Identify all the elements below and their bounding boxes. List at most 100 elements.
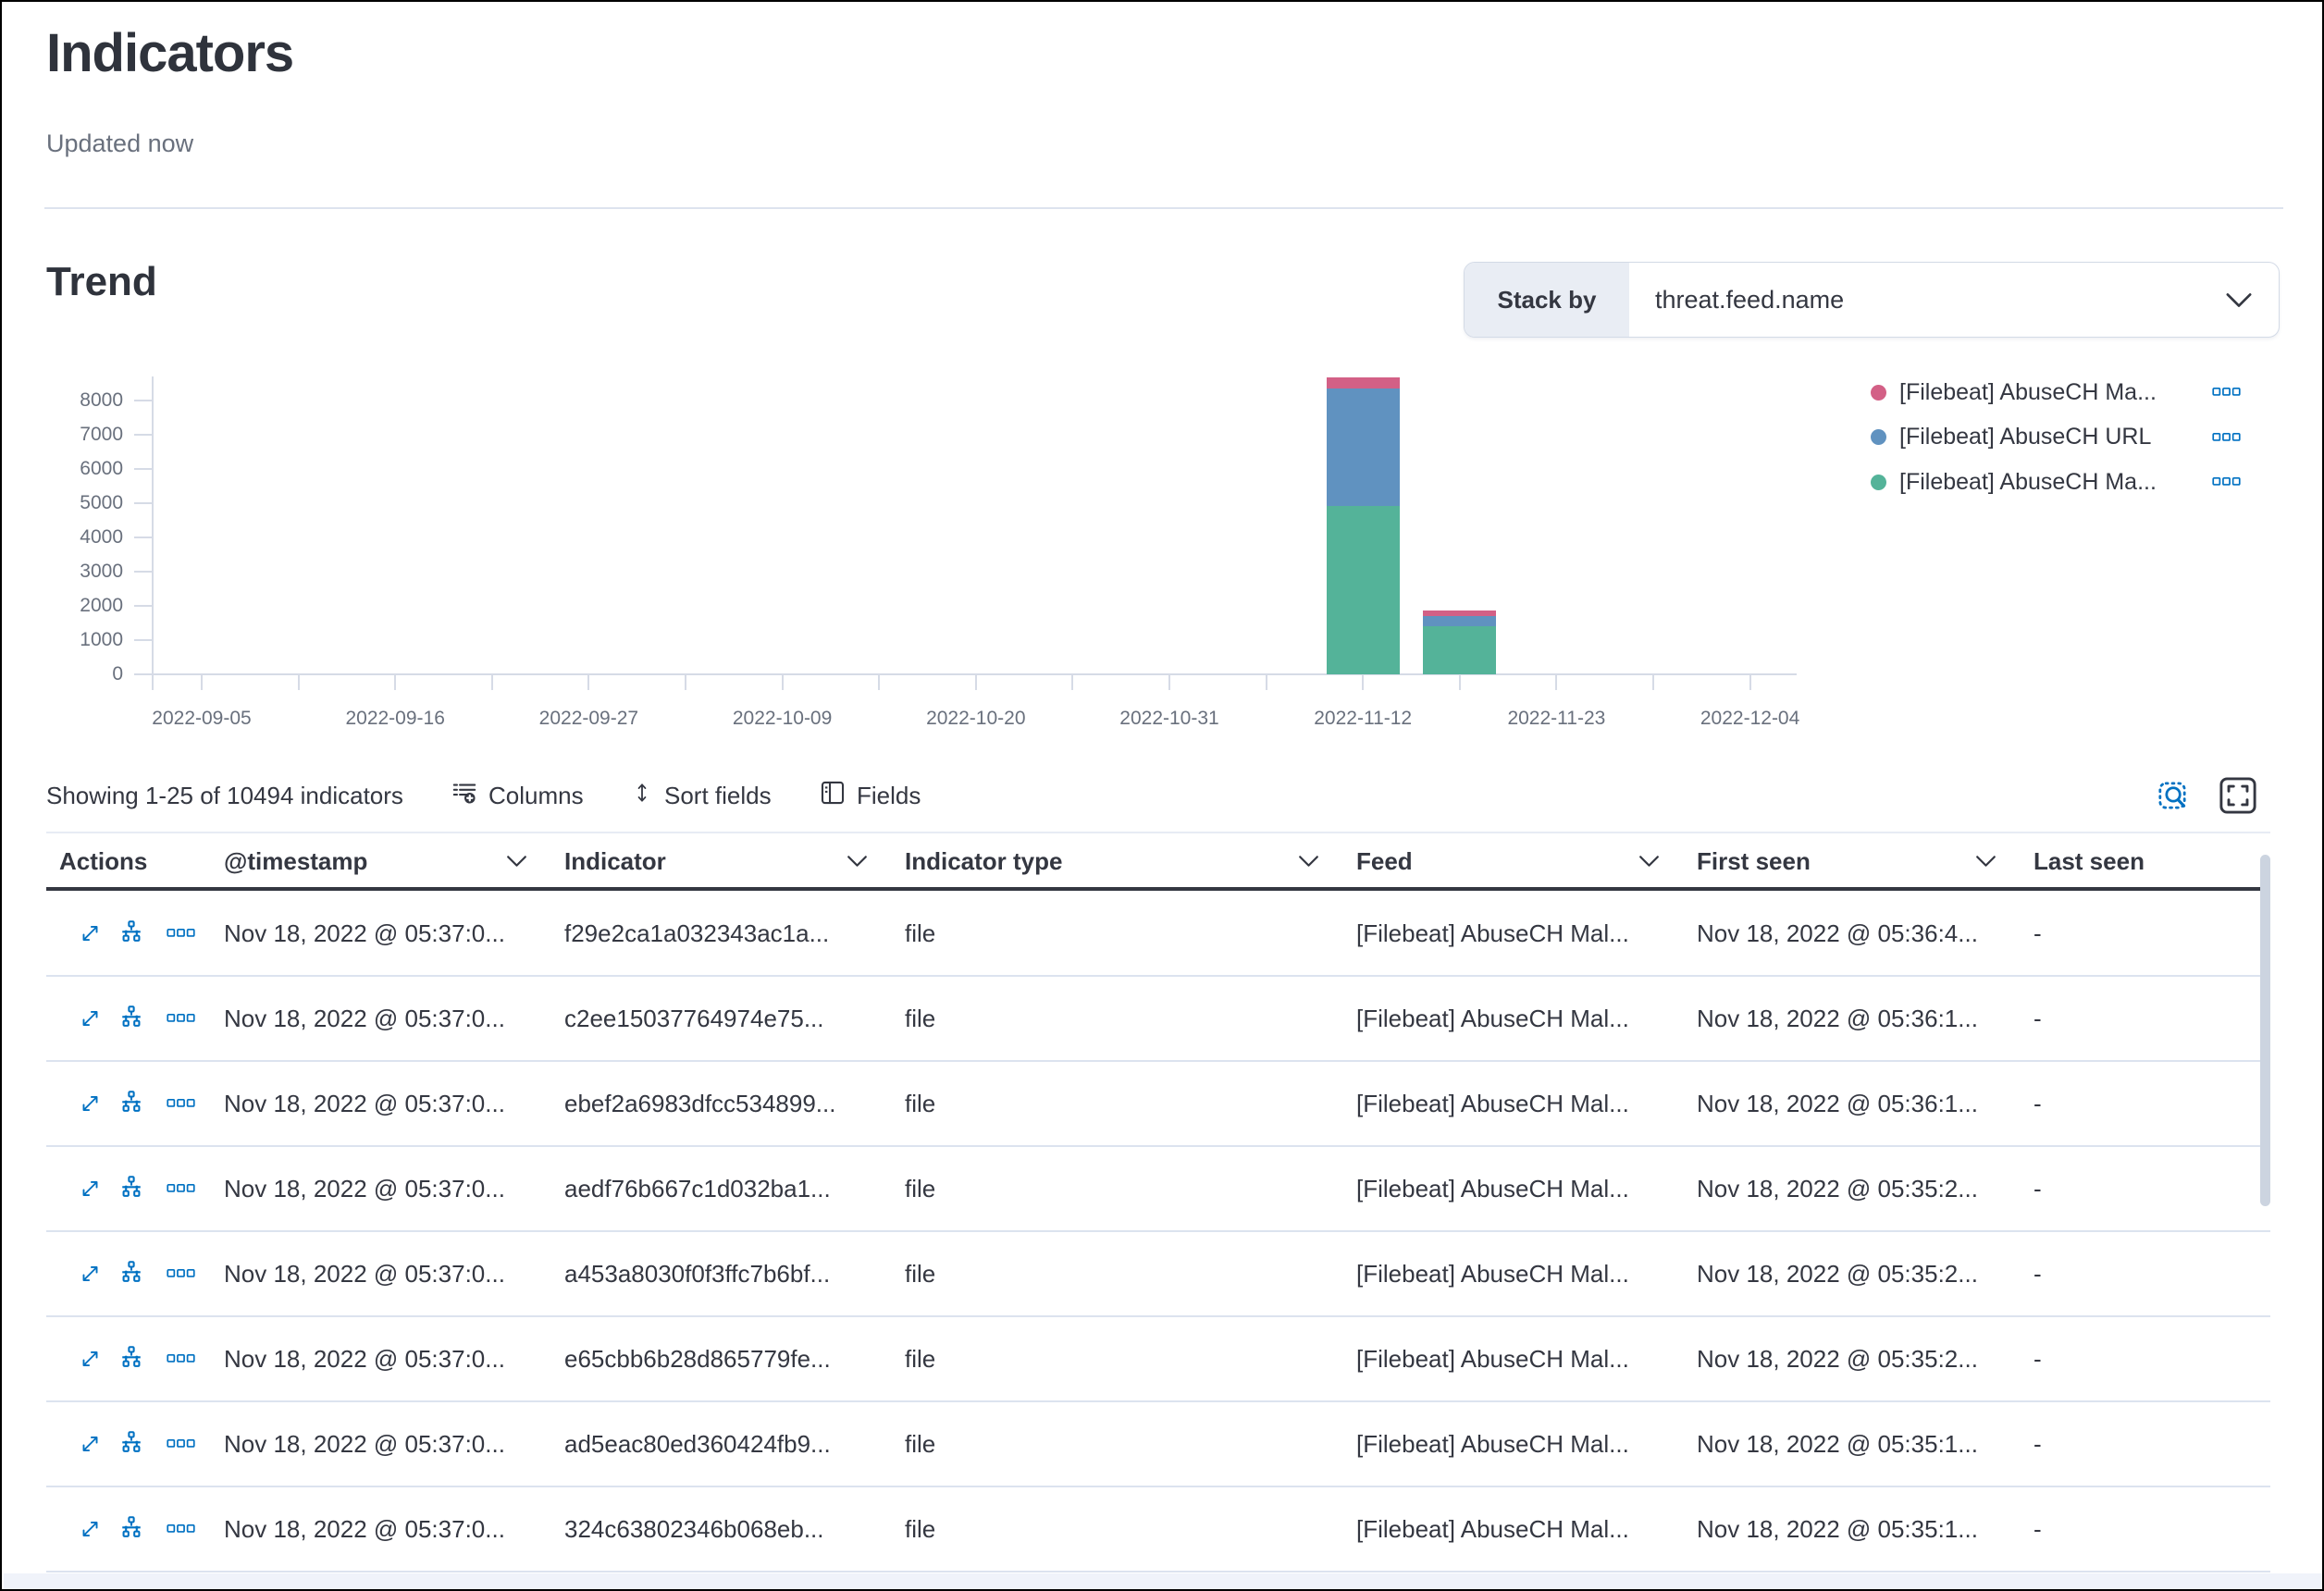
cell-actions: [46, 1487, 229, 1571]
investigate-timeline-icon-button[interactable]: [117, 1090, 145, 1117]
column-header-last_seen[interactable]: Last seen: [2026, 836, 2270, 886]
bar-segment[interactable]: [1423, 626, 1497, 674]
more-actions-icon-button[interactable]: [167, 1353, 195, 1364]
bar-segment[interactable]: [1326, 388, 1400, 506]
chevron-down-icon: [507, 856, 526, 867]
fullscreen-button[interactable]: [2219, 776, 2257, 815]
cell-feed: [Filebeat] AbuseCH Mal...: [1356, 1174, 1629, 1202]
expand-icon-button[interactable]: [79, 922, 102, 945]
cell-indicator: c2ee15037764974e75...: [564, 1004, 824, 1032]
investigate-timeline-icon-button[interactable]: [117, 1175, 145, 1202]
bar-segment[interactable]: [1326, 506, 1400, 674]
investigate-timeline-icon-button[interactable]: [117, 919, 145, 947]
investigate-timeline-icon-button[interactable]: [117, 1430, 145, 1458]
x-tick: [685, 674, 686, 690]
cell-indicator_type: file: [905, 1089, 936, 1117]
investigate-timeline-icon-button[interactable]: [117, 1260, 145, 1288]
columns-button[interactable]: Columns: [451, 775, 584, 816]
legend-item[interactable]: [Filebeat] AbuseCH URL: [1871, 416, 2241, 459]
legend-more-actions-button[interactable]: [2212, 476, 2241, 487]
column-header-first_seen[interactable]: First seen: [1689, 836, 2026, 886]
fields-button[interactable]: Fields: [820, 775, 921, 816]
y-tick-label: 3000: [80, 561, 123, 582]
column-header-actions[interactable]: Actions: [46, 836, 216, 886]
bar-segment[interactable]: [1423, 616, 1497, 626]
column-header-label: Actions: [59, 846, 148, 875]
cell-last_seen: -: [2034, 1174, 2042, 1202]
x-tick: [1071, 674, 1074, 690]
expand-icon-button[interactable]: [79, 1518, 102, 1541]
more-actions-icon-button[interactable]: [167, 1098, 195, 1109]
cell-actions: [46, 1232, 229, 1315]
bar-segment[interactable]: [1326, 377, 1400, 388]
trend-chart: 0 1000 2000 3000 4000 5000 6000 7000 8000 2022-09…: [2, 353, 2322, 742]
expand-icon-button[interactable]: [79, 1433, 102, 1456]
chart-legend: [Filebeat] AbuseCH Ma... [Filebeat] Abuse…: [1871, 371, 2307, 519]
cell-timestamp: Nov 18, 2022 @ 05:37:0...: [224, 1514, 505, 1543]
legend-item[interactable]: [Filebeat] AbuseCH Ma...: [1871, 461, 2241, 503]
table-row: Nov 18, 2022 @ 05:37:0... 324c63802346b06…: [46, 1487, 2270, 1572]
bar-segment[interactable]: [1423, 610, 1497, 616]
cell-actions: [46, 1147, 229, 1230]
legend-series-label: [Filebeat] AbuseCH Ma...: [1899, 378, 2157, 405]
cell-last_seen: -: [2034, 1259, 2042, 1288]
column-header-indicator_type[interactable]: Indicator type: [897, 836, 1349, 886]
x-tick: [781, 674, 784, 690]
cell-actions: [46, 1317, 229, 1400]
inspect-button[interactable]: [2156, 779, 2189, 812]
y-tick-label: 6000: [80, 458, 123, 479]
sort-fields-button[interactable]: Sort fields: [631, 775, 772, 816]
cell-timestamp: Nov 18, 2022 @ 05:37:0...: [224, 1089, 505, 1117]
x-tick: [394, 674, 397, 690]
cell-first_seen: Nov 18, 2022 @ 05:36:4...: [1697, 919, 1978, 947]
expand-icon-button[interactable]: [79, 1348, 102, 1371]
cell-timestamp: Nov 18, 2022 @ 05:37:0...: [224, 1429, 505, 1458]
more-actions-icon-button[interactable]: [167, 1438, 195, 1449]
vertical-scrollbar[interactable]: [2260, 855, 2270, 1206]
x-tick: [297, 674, 300, 690]
cell-actions: [46, 1062, 229, 1145]
investigate-timeline-icon-button[interactable]: [117, 1345, 145, 1373]
y-tick-label: 8000: [80, 389, 123, 411]
y-tick: [134, 434, 153, 436]
expand-icon-button[interactable]: [79, 1092, 102, 1116]
column-header-feed[interactable]: Feed: [1349, 836, 1689, 886]
column-header-timestamp[interactable]: @timestamp: [216, 836, 557, 886]
cell-indicator: f29e2ca1a032343ac1a...: [564, 919, 830, 947]
cell-feed: [Filebeat] AbuseCH Mal...: [1356, 1004, 1629, 1032]
more-actions-icon-button[interactable]: [167, 1013, 195, 1024]
table-row: Nov 18, 2022 @ 05:37:0... f29e2ca1a032343…: [46, 892, 2270, 977]
more-actions-icon-button[interactable]: [167, 928, 195, 939]
investigate-timeline-icon-button[interactable]: [117, 1005, 145, 1032]
legend-more-actions-button[interactable]: [2212, 432, 2241, 443]
more-actions-icon-button[interactable]: [167, 1183, 195, 1194]
legend-more-actions-button[interactable]: [2212, 387, 2241, 398]
cell-last_seen: -: [2034, 1004, 2042, 1032]
y-tick: [134, 502, 153, 504]
more-actions-icon-button[interactable]: [167, 1523, 195, 1535]
table-row: Nov 18, 2022 @ 05:37:0... e65cbb6b28d8657…: [46, 1317, 2270, 1402]
legend-series-dot: [1871, 429, 1886, 445]
column-header-indicator[interactable]: Indicator: [557, 836, 897, 886]
legend-series-label: [Filebeat] AbuseCH Ma...: [1899, 468, 2157, 495]
expand-icon-button[interactable]: [79, 1007, 102, 1030]
x-tick-label: 2022-10-31: [1119, 708, 1219, 729]
legend-item[interactable]: [Filebeat] AbuseCH Ma...: [1871, 371, 2241, 413]
cell-last_seen: -: [2034, 1514, 2042, 1543]
y-tick: [134, 468, 153, 470]
sort-fields-button-label: Sort fields: [664, 781, 772, 809]
cell-indicator: a453a8030f0f3ffc7b6bf...: [564, 1259, 831, 1288]
x-tick: [490, 674, 493, 690]
cell-feed: [Filebeat] AbuseCH Mal...: [1356, 919, 1629, 947]
investigate-timeline-icon-button[interactable]: [117, 1515, 145, 1543]
cell-first_seen: Nov 18, 2022 @ 05:35:2...: [1697, 1174, 1978, 1202]
horizontal-scroll-area[interactable]: [4, 1573, 2322, 1589]
cell-indicator_type: file: [905, 1429, 936, 1458]
expand-icon-button[interactable]: [79, 1263, 102, 1286]
more-actions-icon-button[interactable]: [167, 1268, 195, 1279]
x-tick-label: 2022-09-27: [538, 708, 639, 729]
stack-by-select[interactable]: threat.feed.name: [1629, 263, 2279, 337]
cell-indicator_type: file: [905, 1259, 936, 1288]
expand-icon-button[interactable]: [79, 1178, 102, 1201]
